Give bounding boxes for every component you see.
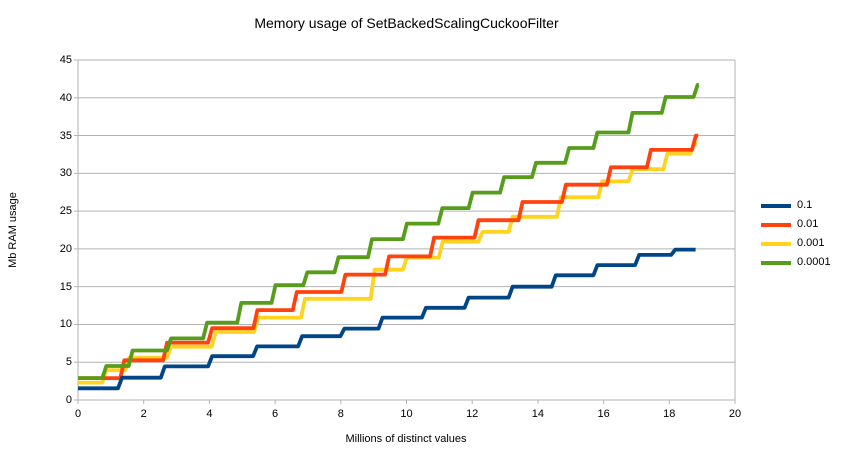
x-tick-label: 10 bbox=[400, 408, 413, 420]
x-tick-label: 20 bbox=[728, 408, 742, 420]
legend-swatch bbox=[761, 241, 791, 246]
y-tick-label: 30 bbox=[59, 167, 72, 180]
legend-swatch bbox=[761, 260, 791, 265]
legend-label: 0.1 bbox=[797, 199, 813, 211]
chart-title: Memory usage of SetBackedScalingCuckooFi… bbox=[254, 15, 559, 31]
x-tick-label: 14 bbox=[531, 408, 545, 420]
y-axis-title: Mb RAM usage bbox=[7, 192, 19, 268]
x-tick-label: 8 bbox=[337, 408, 344, 420]
y-tick-label: 15 bbox=[59, 280, 72, 293]
x-tick-label: 2 bbox=[140, 408, 147, 420]
series-line-0.1 bbox=[78, 247, 696, 391]
legend-item: 0.001 bbox=[761, 234, 831, 253]
legend-label: 0.01 bbox=[797, 218, 819, 230]
legend-swatch bbox=[761, 222, 791, 227]
y-tick-label: 25 bbox=[59, 205, 72, 218]
series-line-0.01 bbox=[78, 133, 699, 380]
y-tick-label: 20 bbox=[59, 242, 72, 255]
y-tick-label: 0 bbox=[65, 394, 72, 406]
legend-label: 0.0001 bbox=[797, 256, 831, 268]
series-line-0.0001 bbox=[78, 83, 700, 380]
legend-swatch bbox=[761, 203, 791, 208]
x-tick-label: 16 bbox=[597, 408, 610, 420]
legend-item: 0.0001 bbox=[761, 253, 831, 272]
x-tick-label: 18 bbox=[663, 408, 676, 420]
y-tick-label: 40 bbox=[59, 91, 72, 104]
legend-item: 0.01 bbox=[761, 215, 831, 234]
legend: 0.1 0.01 0.001 0.0001 bbox=[761, 196, 831, 272]
legend-label: 0.001 bbox=[797, 237, 825, 249]
y-tick-label: 45 bbox=[59, 54, 72, 66]
x-tick-label: 4 bbox=[206, 408, 213, 420]
y-tick-label: 5 bbox=[65, 356, 72, 369]
x-tick-label: 0 bbox=[74, 408, 82, 420]
y-tick-label: 10 bbox=[59, 318, 72, 331]
legend-item: 0.1 bbox=[761, 196, 831, 215]
x-tick-label: 6 bbox=[272, 408, 279, 420]
x-axis-title: Millions of distinct values bbox=[345, 433, 467, 445]
y-tick-label: 35 bbox=[59, 129, 72, 142]
x-tick-label: 12 bbox=[466, 408, 479, 420]
